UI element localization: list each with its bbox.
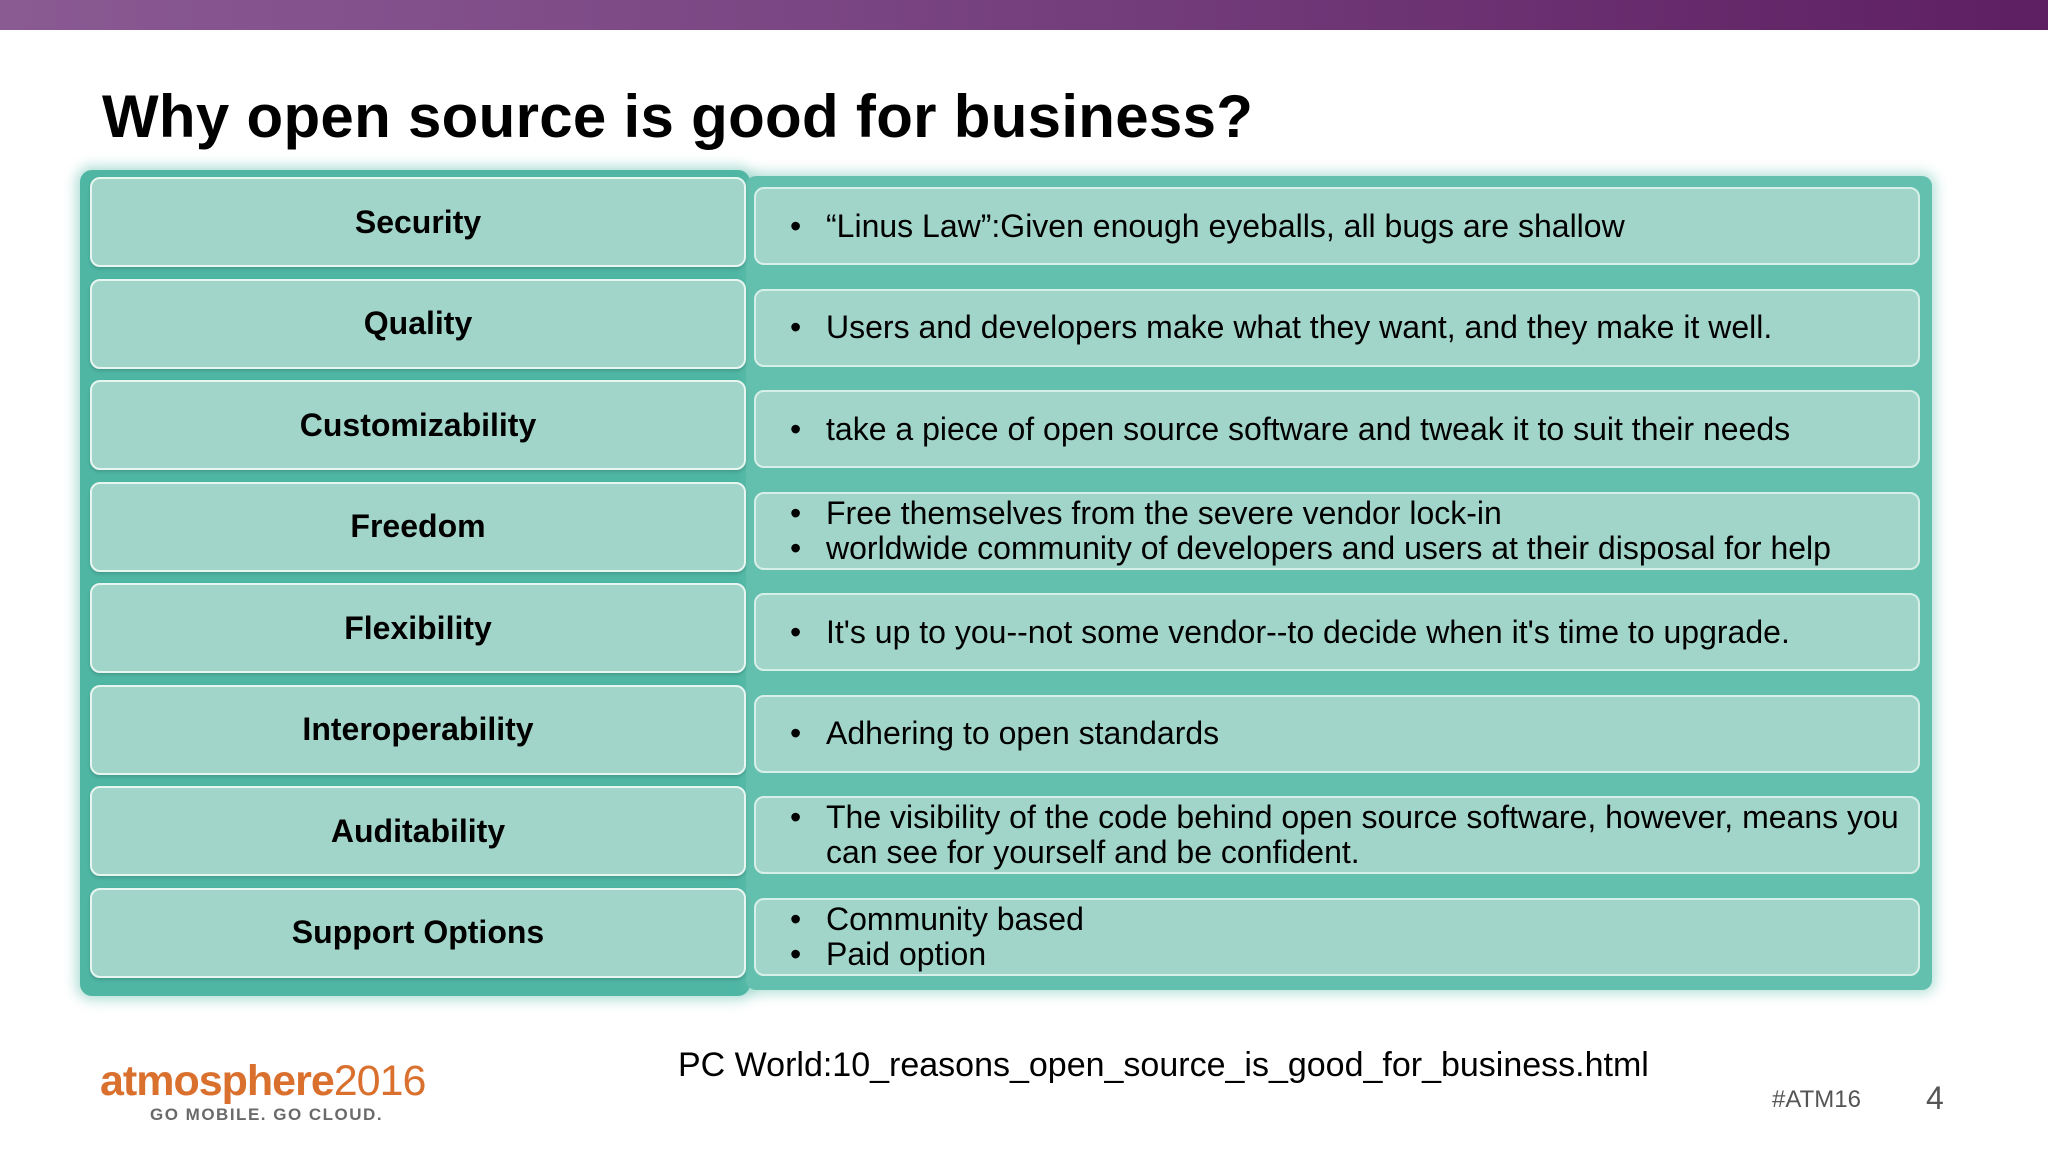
table-row: Interoperability Adhering to open standar…	[78, 676, 1934, 775]
category-label: Interoperability	[302, 711, 534, 747]
logo-name: atmosphere	[100, 1057, 335, 1105]
description-cell: Users and developers make what they want…	[754, 288, 1920, 367]
description-cell: take a piece of open source software and…	[754, 390, 1920, 468]
bullet-item: Adhering to open standards	[790, 716, 1900, 752]
table-row: Security “Linus Law”:Given enough eyeball…	[78, 168, 1934, 267]
atmosphere-logo: atmosphere2016 GO MOBILE. GO CLOUD.	[100, 1058, 440, 1128]
category-cell: Customizability	[90, 380, 746, 470]
bullet-item: worldwide community of developers and us…	[790, 530, 1900, 566]
logo-year: 2016	[333, 1057, 427, 1105]
bullet-list: Users and developers make what they want…	[756, 310, 1900, 346]
category-cell: Security	[90, 177, 746, 267]
logo-wordmark: atmosphere2016	[100, 1058, 440, 1104]
description-cell: It's up to you--not some vendor--to deci…	[754, 593, 1920, 671]
description-cell: The visibility of the code behind open s…	[754, 796, 1920, 874]
table-row: Flexibility It's up to you--not some vend…	[78, 574, 1934, 673]
category-label: Freedom	[350, 508, 486, 544]
category-label: Customizability	[299, 406, 537, 443]
source-citation: PC World:10_reasons_open_source_is_good_…	[678, 1046, 1649, 1084]
category-cell: Flexibility	[90, 583, 746, 673]
category-cell: Quality	[90, 278, 746, 369]
bullet-item: “Linus Law”:Given enough eyeballs, all b…	[790, 208, 1900, 244]
bullet-list: take a piece of open source software and…	[756, 411, 1900, 447]
bullet-item: Users and developers make what they want…	[790, 310, 1900, 346]
bullet-list: Community basedPaid option	[756, 901, 1900, 972]
event-hashtag: #ATM16	[1772, 1086, 1861, 1113]
page-number: 4	[1926, 1080, 1944, 1116]
table-row: Support Options Community basedPaid optio…	[78, 879, 1934, 978]
category-cell: Interoperability	[90, 684, 746, 775]
top-accent-bar	[0, 0, 2048, 30]
slide-title: Why open source is good for business?	[102, 83, 1254, 150]
bullet-list: It's up to you--not some vendor--to deci…	[756, 614, 1900, 650]
bullet-item: It's up to you--not some vendor--to deci…	[790, 614, 1900, 650]
bullet-item: take a piece of open source software and…	[790, 411, 1900, 447]
category-label: Security	[354, 203, 482, 240]
bullet-item: The visibility of the code behind open s…	[790, 800, 1900, 870]
category-cell: Support Options	[90, 887, 746, 978]
reasons-table: Security “Linus Law”:Given enough eyeball…	[78, 168, 1934, 1000]
category-label: Support Options	[291, 914, 545, 950]
category-cell: Freedom	[90, 481, 746, 572]
bullet-list: “Linus Law”:Given enough eyeballs, all b…	[756, 208, 1900, 244]
bullet-list: The visibility of the code behind open s…	[756, 800, 1900, 870]
bullet-item: Community based	[790, 901, 1900, 937]
bullet-item: Paid option	[790, 936, 1900, 972]
description-cell: Adhering to open standards	[754, 694, 1920, 773]
table-row: Quality Users and developers make what th…	[78, 270, 1934, 369]
category-label: Flexibility	[344, 609, 492, 646]
description-cell: Free themselves from the severe vendor l…	[754, 491, 1920, 570]
table-row: Freedom Free themselves from the severe v…	[78, 473, 1934, 572]
logo-tagline: GO MOBILE. GO CLOUD.	[150, 1105, 384, 1124]
bullet-item: Free themselves from the severe vendor l…	[790, 495, 1900, 531]
bullet-list: Adhering to open standards	[756, 716, 1900, 752]
table-row: Auditability The visibility of the code b…	[78, 777, 1934, 876]
category-cell: Auditability	[90, 786, 746, 876]
category-label: Auditability	[330, 812, 506, 849]
description-cell: “Linus Law”:Given enough eyeballs, all b…	[754, 187, 1920, 265]
category-label: Quality	[363, 305, 473, 341]
description-cell: Community basedPaid option	[754, 897, 1920, 976]
bullet-list: Free themselves from the severe vendor l…	[756, 495, 1900, 566]
table-row: Customizability take a piece of open sour…	[78, 371, 1934, 470]
